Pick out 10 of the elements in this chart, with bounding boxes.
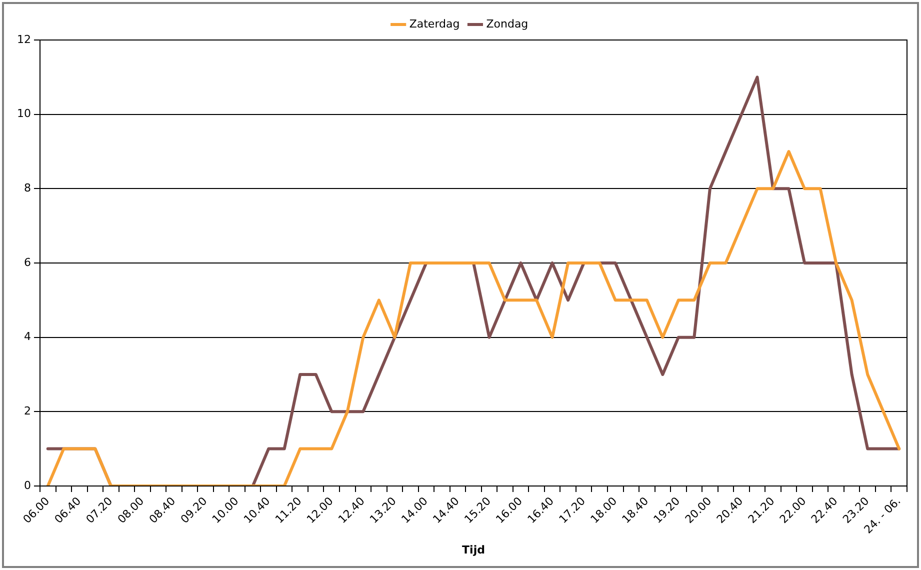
legend-label: Zondag xyxy=(486,17,528,30)
y-tick-label: 6 xyxy=(24,256,31,269)
y-tick-label: 4 xyxy=(24,330,31,344)
y-tick-label: 12 xyxy=(16,32,31,46)
y-tick-label: 8 xyxy=(24,182,31,195)
y-tick-label: 2 xyxy=(24,404,31,418)
y-tick-label: 10 xyxy=(16,107,31,120)
x-axis-title: Tijd xyxy=(462,543,485,556)
legend-label: Zaterdag xyxy=(409,17,460,30)
y-tick-label: 0 xyxy=(24,478,31,492)
